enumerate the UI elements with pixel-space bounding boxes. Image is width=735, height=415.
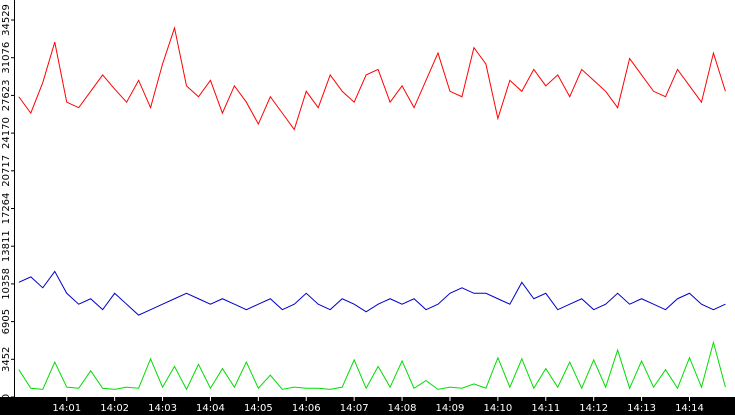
x-tick-label: 14:04 — [196, 403, 225, 414]
y-tick-label: 3452 — [1, 347, 12, 372]
series-line — [18, 26, 726, 131]
x-axis-band — [0, 397, 735, 415]
x-tick-label: 14:02 — [100, 403, 129, 414]
x-tick-label: 14:08 — [388, 403, 417, 414]
x-tick-label: 14:06 — [292, 403, 321, 414]
x-tick-label: 14:12 — [579, 403, 608, 414]
y-tick-label: 10358 — [1, 268, 12, 300]
x-tick-label: 14:14 — [675, 403, 704, 414]
y-tick-label: 31076 — [1, 42, 12, 74]
x-tick-label: 14:11 — [531, 403, 560, 414]
series-line — [18, 340, 726, 391]
series-line — [18, 270, 726, 316]
x-tick-label: 14:09 — [436, 403, 465, 414]
y-tick-label: 6905 — [1, 309, 12, 334]
y-tick-label: 0 — [1, 394, 12, 400]
x-tick-label: 14:05 — [244, 403, 273, 414]
x-tick-label: 14:03 — [148, 403, 177, 414]
y-tick-label: 34529 — [1, 4, 12, 36]
x-tick-label: 14:10 — [483, 403, 512, 414]
x-tick-label: 14:01 — [52, 403, 81, 414]
x-tick-label: 14:13 — [627, 403, 656, 414]
y-tick-label: 24170 — [1, 117, 12, 149]
x-tick-label: 14:07 — [340, 403, 369, 414]
y-tick-label: 13811 — [1, 230, 12, 262]
y-tick-label: 20717 — [1, 155, 12, 187]
y-tick-label: 17264 — [1, 193, 12, 225]
y-tick-label: 27623 — [1, 79, 12, 111]
